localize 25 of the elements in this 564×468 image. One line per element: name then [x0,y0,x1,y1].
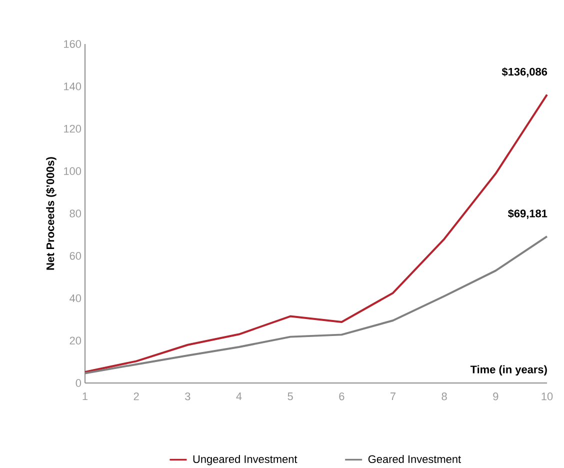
x-axis-title: Time (in years) [470,365,547,376]
annotation: $69,181 [508,209,548,219]
y-tick-label: 20 [70,336,82,345]
y-tick-label: 80 [70,210,82,218]
y-tick-label: 140 [64,82,82,90]
x-tick-label: 5 [288,392,293,400]
x-tick-label: 3 [185,392,190,400]
x-tick-label: 1 [82,392,88,400]
y-tick-label: 0 [76,379,82,387]
x-tick-label: 2 [134,392,139,400]
x-tick-label: 8 [442,392,447,400]
y-tick-label: 60 [70,252,82,260]
annotation: $136,086 [502,67,548,78]
legend-label: Ungeared Investment [193,454,298,466]
x-tick-label: 7 [390,392,396,400]
y-tick-label: 120 [64,124,82,133]
y-tick-label: 40 [70,294,82,302]
x-tick-label: 6 [339,392,344,400]
x-tick-label: 9 [493,392,498,400]
legend-label: Geared Investment [368,454,461,464]
y-axis-title: Net Proceeds ($’000s) [46,157,56,270]
x-tick-label: 10 [542,392,553,400]
y-tick-label: 160 [64,40,82,48]
y-tick-label: 100 [64,167,82,176]
x-tick-label: 4 [236,392,242,400]
